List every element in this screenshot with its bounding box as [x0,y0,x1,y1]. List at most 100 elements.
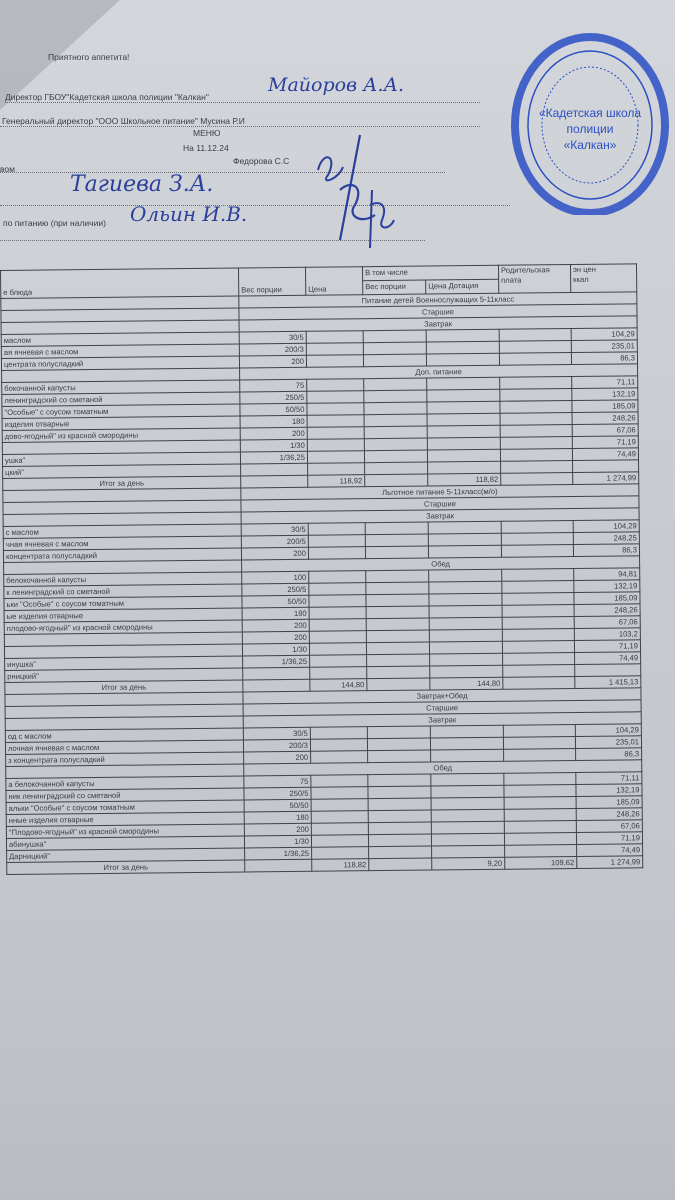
parent-cell [503,736,576,750]
inc-weight-cell [363,330,427,343]
col-inc-weight: Вес порции [362,280,426,295]
parent-cell [502,628,575,642]
inc-price-cell [427,461,501,475]
dish-kcal: 132,19 [571,387,638,401]
price-cell [310,726,368,740]
inc-price-cell [430,737,504,751]
inc-weight-cell [363,354,427,367]
handwritten-signatures [317,134,395,249]
price-cell [309,606,367,620]
dish-kcal: 67,06 [574,615,641,629]
dish-weight: 180 [242,607,310,620]
price-cell [310,750,368,764]
total-kcal: 1 274,99 [572,471,639,485]
dish-kcal: 74,49 [576,843,643,857]
inc-price-cell [430,785,505,799]
dish-kcal: 248,26 [576,807,643,821]
dish-weight: 1/30 [242,643,310,656]
parent-cell [501,568,574,582]
fedorova-name: Федорова С.С [233,156,290,166]
inc-price-cell [428,533,502,547]
col-weight: Вес порции [238,267,306,297]
inc-weight-cell [367,774,431,787]
parent-cell [500,448,573,462]
dish-weight: 30/5 [243,727,311,740]
signature-tagieva: Тагиева З.А. [70,172,214,197]
inc-weight-cell [367,726,431,739]
left-fragment-food: по питанию (при наличии) [3,218,106,228]
director-signature: Майоров А.А. [268,74,405,96]
parent-cell [501,544,574,558]
inc-price-cell [431,833,505,847]
inc-weight-cell [365,534,429,547]
inc-weight-cell [365,582,429,595]
dish-kcal: 235,01 [575,735,642,749]
general-director-line: Генеральный директор "ООО Школьное питан… [2,116,245,126]
dish-weight: 50/50 [239,403,308,416]
price-cell [308,594,367,608]
dish-weight: 200/5 [241,535,309,548]
inc-price-cell [428,521,502,535]
dish-kcal: 71,19 [574,639,641,653]
inc-price-cell [426,401,501,415]
price-cell [308,582,366,596]
inc-weight-cell [366,618,430,631]
dish-kcal: 235,01 [571,339,638,353]
left-fragment: вом [0,164,15,174]
inc-weight-cell [368,822,432,835]
price-cell [308,534,366,548]
blank-cell [242,679,310,692]
inc-weight-cell [367,750,431,763]
total-parent [502,676,575,690]
inc-weight-cell [366,654,430,667]
inc-price-cell [430,773,504,787]
menu-date: На 11.12.24 [183,143,229,153]
blank-cell [366,678,430,691]
dish-kcal: 74,49 [574,651,641,665]
parent-cell [499,376,572,390]
price-cell [306,342,364,356]
parent-cell [499,328,572,342]
inc-price-cell [430,725,504,739]
dish-weight: 200 [242,619,310,632]
dish-kcal: 71,19 [572,435,639,449]
col-inc-price: Цена Дотация [425,279,499,295]
dish-weight: 200 [240,427,308,440]
parent-cell [499,388,572,402]
dish-kcal: 132,19 [573,579,640,593]
parent-cell [500,460,573,474]
price-cell [308,546,366,560]
parent-cell [503,724,576,738]
dish-weight: 1/36,25 [242,655,310,668]
menu-title: МЕНЮ [193,128,221,138]
dish-weight: 200 [242,631,310,644]
dish-weight: 180 [244,811,312,824]
dish-weight: 30/5 [239,331,307,344]
dish-kcal: 104,29 [573,519,640,533]
parent-cell [502,652,575,666]
total-price: 118,82 [311,858,369,872]
dish-kcal: 132,19 [575,783,643,797]
dish-kcal: 86,3 [571,351,638,365]
parent-cell [499,352,572,366]
signature-olin: Ольин И.В. [130,202,248,226]
inc-price-cell [427,413,501,427]
inc-weight-cell [365,522,429,535]
inc-weight-cell [365,594,430,607]
inc-price-cell [427,437,501,451]
inc-price-cell [429,617,503,631]
blank-cell [368,858,432,871]
dish-kcal: 86,3 [573,543,640,557]
inc-weight-cell [366,606,430,619]
total-dotation: 9,20 [431,857,505,871]
price-cell [311,846,369,860]
parent-cell [501,592,575,606]
price-cell [309,654,367,668]
dish-kcal: 71,19 [576,831,643,845]
parent-cell [500,424,573,438]
inc-price-cell [428,569,502,583]
signature-line [0,205,510,206]
menu-table: е блюда Вес порции Цена В том числе Роди… [0,263,643,875]
dish-kcal: 248,25 [573,531,640,545]
total-label: Итог за день [6,859,245,875]
